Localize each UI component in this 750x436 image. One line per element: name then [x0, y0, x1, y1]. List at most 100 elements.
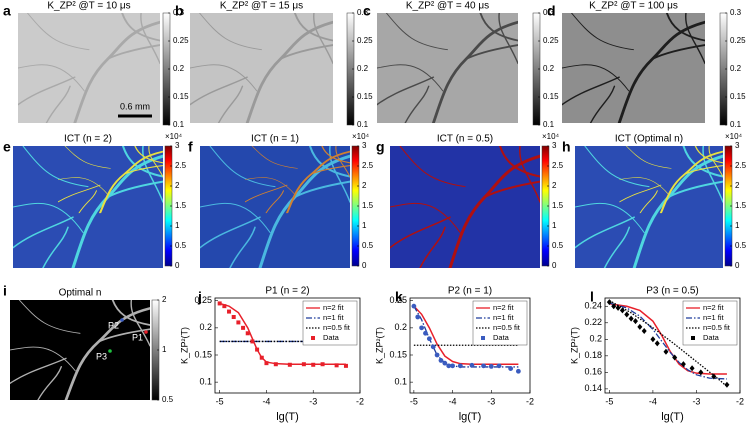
- y-axis-label: K_ZP²(T): [374, 327, 384, 364]
- colorbar-tick-label: 1: [162, 345, 167, 354]
- data-point: [724, 381, 730, 388]
- colorbar-tick-label: 1: [735, 221, 740, 230]
- legend-label: n=1 fit: [703, 313, 725, 322]
- point-marker: [120, 318, 124, 322]
- colorbar-tick-label: 2.5: [735, 161, 747, 170]
- panel-label: b: [175, 3, 184, 19]
- data-point: [619, 307, 625, 314]
- colorbar-tick-label: 0.1: [730, 120, 742, 129]
- legend-label: n=2 fit: [703, 303, 725, 312]
- panel-label: a: [3, 3, 11, 19]
- legend-swatch: [691, 336, 695, 340]
- colorbar-tick-label: 1: [552, 221, 557, 230]
- colorbar-tick-label: 2: [362, 181, 367, 190]
- x-tick-label: -3: [309, 396, 317, 406]
- x-axis-label: lg(T): [459, 411, 482, 423]
- data-point: [457, 363, 463, 369]
- data-point: [250, 339, 255, 344]
- colorbar-tick-label: 3: [552, 141, 557, 150]
- chart-title: P1 (n = 2): [265, 286, 309, 297]
- legend-label: Data: [493, 333, 510, 342]
- colorbar-tick-label: 0.25: [543, 36, 559, 45]
- data-point: [430, 344, 436, 350]
- data-point: [255, 347, 260, 352]
- panel-label: j: [197, 289, 202, 305]
- colorbar-tick-label: 0.5: [735, 241, 747, 250]
- data-point: [419, 325, 425, 331]
- data-point: [654, 340, 660, 347]
- data-point: [411, 303, 417, 309]
- panel-title: K_ZP² @T = 100 μs: [589, 1, 678, 12]
- data-point: [508, 366, 514, 371]
- data-point: [606, 299, 612, 306]
- colorbar-tick-label: 1: [175, 221, 180, 230]
- data-point: [438, 358, 444, 363]
- data-point: [624, 311, 630, 318]
- colorbar-tick-label: 0.25: [357, 36, 373, 45]
- colorbar-tick-label: 0.15: [730, 92, 746, 101]
- data-point: [488, 364, 494, 369]
- x-tick-label: -2: [736, 396, 744, 406]
- colorbar-tick-label: 0.3: [173, 8, 185, 17]
- fit-line: [609, 299, 728, 387]
- panel-label: f: [188, 139, 193, 155]
- colorbar-tick-label: 0.3: [357, 8, 369, 17]
- colorbar-tick-label: 3: [735, 141, 740, 150]
- legend-label: n=2 fit: [493, 303, 515, 312]
- data-point: [264, 361, 269, 366]
- point-marker: [144, 330, 148, 334]
- colorbar-tick-label: 0: [552, 261, 557, 270]
- y-tick-label: 0.15: [389, 349, 407, 359]
- y-tick-label: 0.24: [584, 301, 602, 311]
- panel-label: h: [562, 139, 571, 155]
- data-point: [689, 365, 695, 372]
- y-tick-label: 0.14: [584, 383, 602, 393]
- colorbar-tick-label: 0.2: [173, 64, 185, 73]
- y-tick-label: 0.16: [584, 367, 602, 377]
- y-tick-label: 0.18: [584, 350, 602, 360]
- data-point: [446, 363, 452, 369]
- data-point: [637, 323, 643, 330]
- colorbar-exponent: ×10⁴: [542, 132, 560, 141]
- colorbar-tick-label: 0.1: [173, 120, 185, 129]
- data-point: [611, 303, 617, 310]
- point-label: P3: [96, 351, 107, 361]
- panel-title: ICT (Optimal n): [615, 134, 683, 145]
- x-tick-label: -2: [356, 396, 364, 406]
- colorbar-tick-label: 0.5: [552, 241, 564, 250]
- x-tick-label: -4: [262, 396, 270, 406]
- data-point: [311, 362, 316, 367]
- data-point: [334, 363, 339, 368]
- colorbar-tick-label: 0.2: [543, 64, 555, 73]
- data-point: [496, 363, 502, 369]
- panel-label: e: [3, 139, 11, 155]
- colorbar-tick-label: 0.3: [730, 8, 742, 17]
- y-tick-label: 0.2: [589, 334, 602, 344]
- colorbar-tick-label: 0.1: [543, 120, 555, 129]
- data-point: [231, 315, 236, 319]
- legend-label: n=1 fit: [323, 313, 345, 322]
- x-tick-label: -5: [605, 396, 613, 406]
- colorbar-tick-label: 0.2: [730, 64, 742, 73]
- panel-label: c: [363, 3, 371, 19]
- colorbar-tick-label: 1.5: [735, 201, 747, 210]
- panel-label: d: [547, 3, 556, 19]
- colorbar-tick-label: 0.15: [357, 92, 373, 101]
- x-tick-label: -5: [410, 396, 418, 406]
- data-point: [227, 309, 232, 314]
- data-point: [426, 336, 432, 342]
- colorbar-tick-label: 0.5: [175, 241, 187, 250]
- y-tick-label: 0.15: [194, 349, 212, 359]
- data-point: [273, 362, 278, 367]
- data-point: [650, 336, 656, 343]
- colorbar-tick-label: 0: [175, 261, 180, 270]
- colorbar-tick-label: 1.5: [175, 201, 187, 210]
- panel-title: ICT (n = 2): [64, 134, 112, 145]
- legend-swatch: [481, 336, 485, 340]
- colorbar-tick-label: 2.5: [175, 161, 187, 170]
- colorbar-tick-label: 2: [175, 181, 180, 190]
- data-point: [663, 348, 669, 355]
- y-tick-label: 0.1: [199, 377, 212, 387]
- legend-label: Data: [703, 333, 720, 342]
